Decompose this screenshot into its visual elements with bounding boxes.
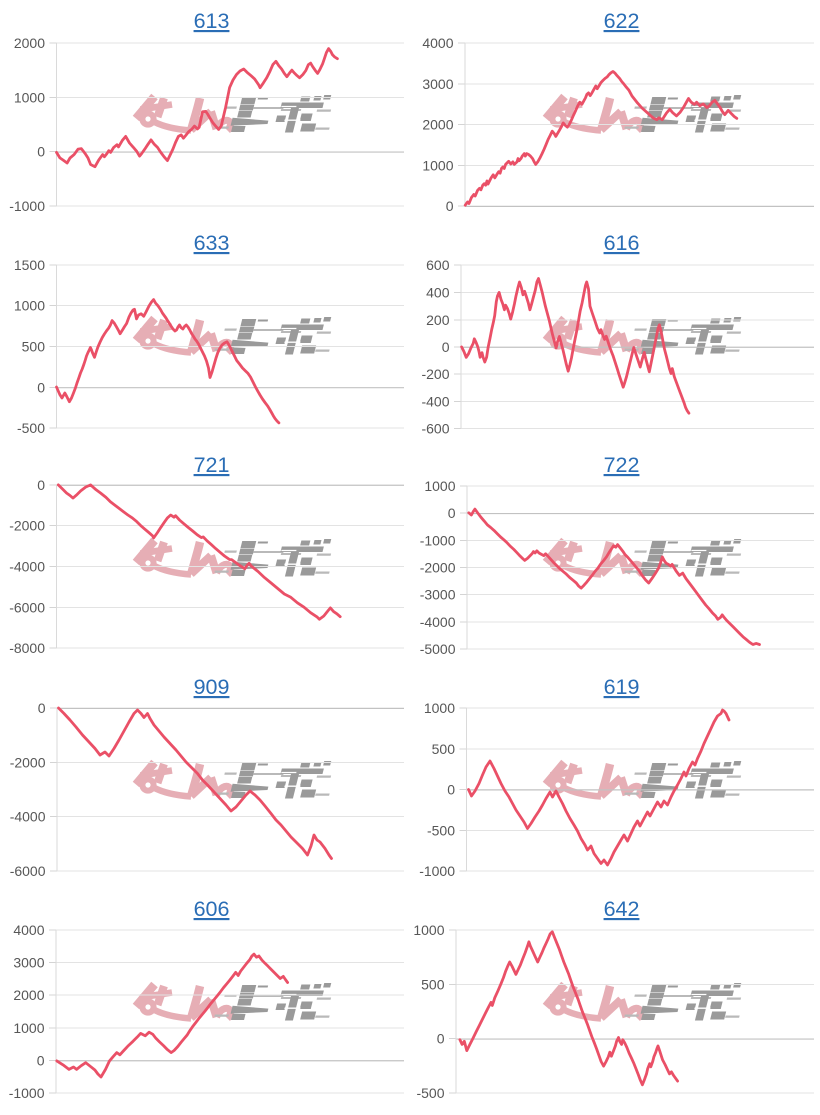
svg-text:-4000: -4000 <box>420 614 456 630</box>
svg-text:-1000: -1000 <box>9 198 45 214</box>
svg-text:-1000: -1000 <box>9 1085 45 1101</box>
svg-text:4000: 4000 <box>13 922 44 938</box>
svg-text:-3000: -3000 <box>420 587 456 603</box>
svg-text:-6000: -6000 <box>9 599 45 615</box>
svg-text:4000: 4000 <box>422 35 453 51</box>
svg-text:1000: 1000 <box>14 298 45 314</box>
svg-text:0: 0 <box>37 477 45 493</box>
svg-text:0: 0 <box>38 700 46 716</box>
svg-text:0: 0 <box>447 782 455 798</box>
svg-text:-600: -600 <box>421 420 449 436</box>
svg-text:1000: 1000 <box>14 89 45 105</box>
svg-text:0: 0 <box>446 198 454 214</box>
svg-text:1000: 1000 <box>424 478 455 494</box>
svg-text:1000: 1000 <box>413 922 444 938</box>
svg-text:0: 0 <box>37 144 45 160</box>
svg-text:-400: -400 <box>421 393 449 409</box>
svg-text:0: 0 <box>442 339 450 355</box>
svg-text:-500: -500 <box>17 420 45 436</box>
svg-text:619: 619 <box>604 675 640 699</box>
svg-text:722: 722 <box>604 453 640 477</box>
svg-text:-6000: -6000 <box>10 863 46 879</box>
svg-text:909: 909 <box>194 675 230 699</box>
svg-text:2000: 2000 <box>13 987 44 1003</box>
svg-text:-5000: -5000 <box>420 641 456 657</box>
svg-text:0: 0 <box>37 379 45 395</box>
svg-text:616: 616 <box>604 231 640 255</box>
svg-text:633: 633 <box>194 231 230 255</box>
svg-text:-500: -500 <box>427 822 455 838</box>
svg-text:1000: 1000 <box>424 700 455 716</box>
svg-text:3000: 3000 <box>13 955 44 971</box>
svg-text:1000: 1000 <box>422 157 453 173</box>
svg-text:0: 0 <box>37 1052 45 1068</box>
svg-text:606: 606 <box>194 897 230 921</box>
svg-text:-500: -500 <box>416 1085 444 1101</box>
svg-text:-1000: -1000 <box>420 532 456 548</box>
svg-text:642: 642 <box>604 897 640 921</box>
svg-text:3000: 3000 <box>422 76 453 92</box>
svg-text:500: 500 <box>421 976 445 992</box>
svg-text:0: 0 <box>448 505 456 521</box>
svg-text:-4000: -4000 <box>10 809 46 825</box>
svg-text:-1000: -1000 <box>419 863 455 879</box>
svg-text:-2000: -2000 <box>9 518 45 534</box>
svg-text:500: 500 <box>432 741 456 757</box>
svg-text:-2000: -2000 <box>420 560 456 576</box>
svg-text:400: 400 <box>426 284 450 300</box>
svg-text:0: 0 <box>437 1031 445 1047</box>
svg-text:-200: -200 <box>421 366 449 382</box>
svg-text:2000: 2000 <box>422 117 453 133</box>
svg-text:2000: 2000 <box>14 35 45 51</box>
svg-text:200: 200 <box>426 312 450 328</box>
svg-text:600: 600 <box>426 257 450 273</box>
svg-text:-2000: -2000 <box>10 754 46 770</box>
svg-text:1500: 1500 <box>14 257 45 273</box>
svg-text:-8000: -8000 <box>9 640 45 656</box>
svg-text:622: 622 <box>604 9 640 33</box>
svg-text:-4000: -4000 <box>9 559 45 575</box>
svg-text:500: 500 <box>22 339 46 355</box>
svg-text:721: 721 <box>194 453 230 477</box>
svg-text:1000: 1000 <box>13 1020 44 1036</box>
svg-text:613: 613 <box>194 9 230 33</box>
